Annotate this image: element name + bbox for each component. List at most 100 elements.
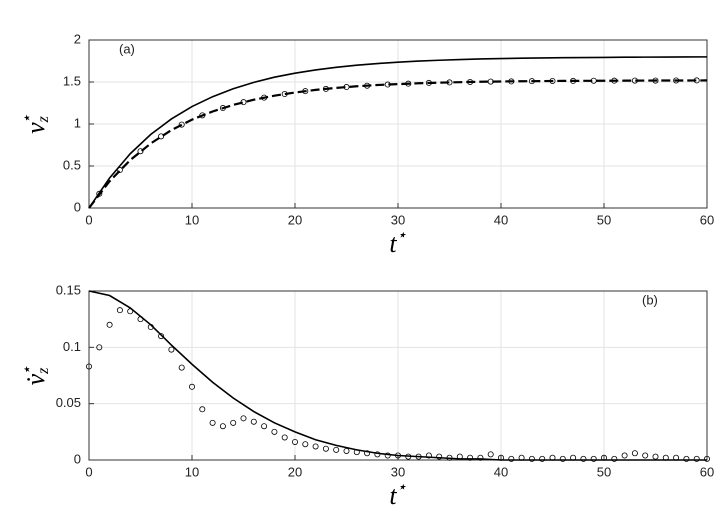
- data-point: [137, 148, 144, 155]
- data-point: [446, 454, 453, 461]
- data-point: [436, 453, 443, 460]
- x-tick-label: 30: [391, 464, 405, 479]
- x-tick-label: 0: [85, 212, 92, 227]
- y-tick-label: 1: [74, 115, 81, 130]
- data-point: [188, 383, 195, 390]
- data-point: [528, 455, 535, 462]
- data-point: [549, 454, 556, 461]
- data-point: [580, 455, 587, 462]
- data-point: [374, 451, 381, 458]
- data-point: [333, 446, 340, 453]
- data-point: [539, 455, 546, 462]
- data-point: [611, 455, 618, 462]
- data-point: [621, 452, 628, 459]
- data-point: [302, 88, 309, 95]
- label-base: v̇: [21, 373, 50, 385]
- data-point: [528, 78, 535, 85]
- data-point: [178, 364, 185, 371]
- data-point: [322, 445, 329, 452]
- y-tick-label: 0: [74, 451, 81, 466]
- data-point: [693, 77, 700, 84]
- data-point: [158, 133, 165, 140]
- label-sub: z: [35, 115, 52, 123]
- data-point: [86, 363, 93, 370]
- data-point: [673, 454, 680, 461]
- data-point: [425, 79, 432, 86]
- data-point: [415, 453, 422, 460]
- data-point: [662, 454, 669, 461]
- data-point: [559, 455, 566, 462]
- x-tick-label: 30: [391, 212, 405, 227]
- data-point: [343, 84, 350, 91]
- data-point: [96, 344, 103, 351]
- data-point: [147, 324, 154, 331]
- data-point: [467, 454, 474, 461]
- axis-label: t⋆: [389, 479, 406, 510]
- data-point: [106, 321, 113, 328]
- data-point: [209, 419, 216, 426]
- data-point: [693, 455, 700, 462]
- data-point: [518, 454, 525, 461]
- data-point: [96, 190, 103, 197]
- data-point: [199, 112, 206, 119]
- data-point: [281, 434, 288, 441]
- panel-annotation: (a): [119, 41, 135, 56]
- data-point: [281, 91, 288, 98]
- y-tick-label: 0.05: [56, 395, 81, 410]
- data-point: [405, 80, 412, 87]
- label-base: t: [389, 481, 397, 510]
- data-point: [219, 423, 226, 430]
- data-point: [137, 316, 144, 323]
- data-point: [631, 450, 638, 457]
- data-point: [364, 82, 371, 89]
- data-point: [127, 308, 134, 315]
- label-sub: z: [35, 367, 52, 375]
- y-tick-label: 0.15: [56, 282, 81, 297]
- axis-label: v̇z⋆: [19, 366, 52, 386]
- data-point: [291, 438, 298, 445]
- data-point: [456, 453, 463, 460]
- x-tick-label: 40: [494, 464, 508, 479]
- data-point: [384, 81, 391, 88]
- data-point: [570, 454, 577, 461]
- x-tick-label: 20: [288, 212, 302, 227]
- x-tick-label: 60: [700, 464, 714, 479]
- x-tick-label: 0: [85, 464, 92, 479]
- data-point: [673, 77, 680, 84]
- data-point: [364, 450, 371, 457]
- series-line: [88, 79, 708, 209]
- y-tick-label: 0: [74, 199, 81, 214]
- y-tick-label: 0.5: [63, 157, 81, 172]
- data-point: [261, 423, 268, 430]
- data-point: [116, 167, 123, 174]
- data-point: [652, 453, 659, 460]
- data-point: [178, 121, 185, 128]
- data-point: [611, 77, 618, 84]
- data-point: [497, 454, 504, 461]
- data-point: [240, 99, 247, 106]
- label-base: t: [389, 229, 397, 258]
- label-sup: ⋆: [397, 227, 407, 244]
- data-point: [601, 454, 608, 461]
- axis-label: vz⋆: [19, 114, 52, 134]
- y-tick-label: 0.1: [63, 339, 81, 354]
- data-point: [446, 79, 453, 86]
- data-point: [271, 428, 278, 435]
- axis-label: t⋆: [389, 227, 406, 258]
- data-point: [487, 451, 494, 458]
- data-point: [704, 455, 711, 462]
- data-point: [312, 443, 319, 450]
- data-point: [240, 415, 247, 422]
- plot-frame: [88, 39, 708, 209]
- x-tick-label: 10: [185, 464, 199, 479]
- x-tick-label: 50: [597, 464, 611, 479]
- plot-frame: [88, 290, 708, 461]
- data-point: [487, 78, 494, 85]
- data-point: [158, 333, 165, 340]
- data-point: [652, 77, 659, 84]
- data-point: [261, 94, 268, 101]
- data-point: [353, 449, 360, 456]
- data-point: [384, 452, 391, 459]
- data-point: [590, 455, 597, 462]
